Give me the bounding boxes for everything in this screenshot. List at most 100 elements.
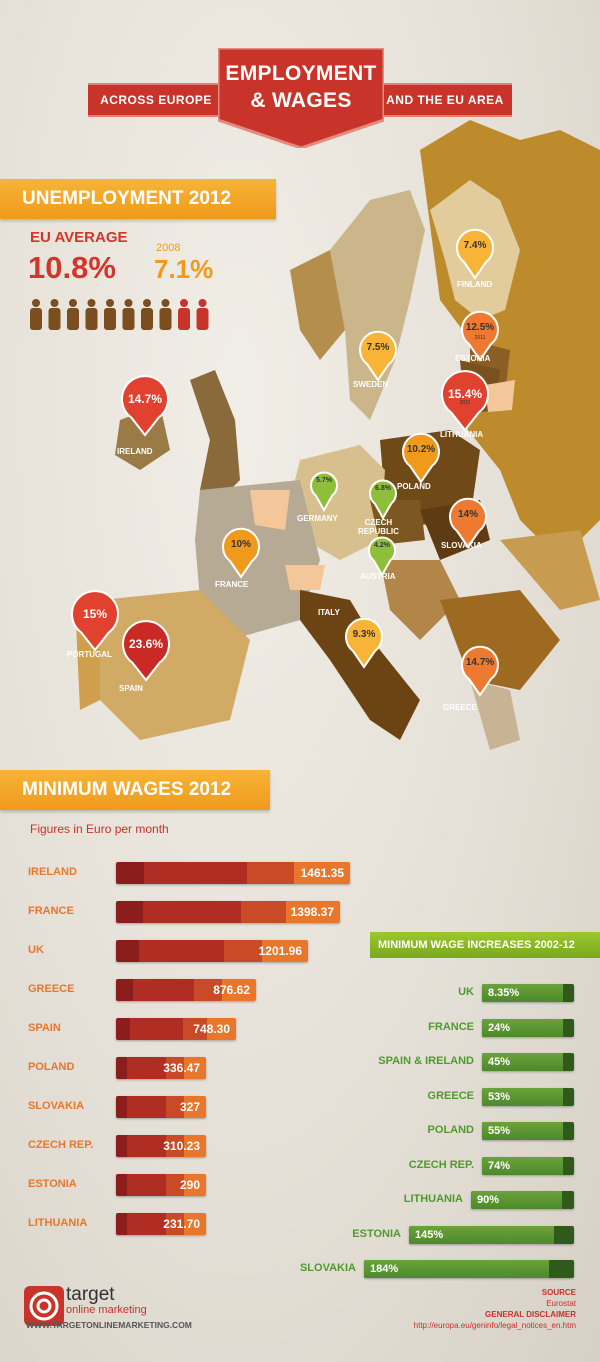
increase-category-label: UK bbox=[458, 986, 474, 998]
wage-value-label: 1398.37 bbox=[290, 905, 334, 919]
unemployment-pin: 7.4% bbox=[455, 228, 495, 280]
wage-category-label: IRELAND bbox=[28, 866, 77, 878]
wage-bar-segment bbox=[126, 1057, 167, 1079]
map-pin-icon bbox=[121, 375, 169, 437]
wage-bar: 336.47 bbox=[116, 1057, 206, 1079]
map-pin-icon bbox=[359, 330, 397, 382]
unemployment-heading: UNEMPLOYMENT 2012 bbox=[0, 179, 276, 219]
disclaimer-label: GENERAL DISCLAIMER bbox=[485, 1310, 576, 1319]
pin-value: 14.7% bbox=[465, 657, 495, 668]
increase-bar-fill bbox=[482, 1087, 563, 1106]
pin-value: 9.3% bbox=[352, 629, 376, 640]
wage-bar-segment bbox=[116, 1174, 127, 1196]
wage-bar-segment bbox=[116, 1135, 127, 1157]
map-pin-icon bbox=[456, 228, 494, 280]
increase-bar-fill bbox=[364, 1260, 549, 1278]
header-title: EMPLOYMENT & WAGES bbox=[218, 60, 384, 114]
header-shield bbox=[218, 48, 384, 148]
pin-note: 2011 bbox=[474, 335, 486, 341]
wage-bar-segment bbox=[183, 1018, 208, 1040]
increase-category-label: GREECE bbox=[427, 1089, 474, 1102]
header-title-line2: & WAGES bbox=[250, 89, 352, 112]
unemployment-pin: 15.4% 2011 bbox=[440, 370, 490, 432]
increase-bar: 53% bbox=[482, 1087, 574, 1106]
people-icon-row bbox=[30, 299, 209, 330]
wage-bar-segment bbox=[116, 901, 143, 923]
country-name: IRELAND bbox=[117, 447, 153, 456]
wage-bar: 1461.35 bbox=[116, 862, 350, 884]
map-pin-icon bbox=[461, 310, 499, 362]
wage-bar-segment bbox=[222, 979, 256, 1001]
country-name: SWEDEN bbox=[353, 380, 389, 389]
wage-bar-segment bbox=[184, 1174, 206, 1196]
unemployment-pin: 15% bbox=[70, 590, 120, 652]
increase-bar: 55% bbox=[482, 1122, 574, 1140]
unemployment-pin: 23.6% bbox=[121, 620, 171, 682]
disclaimer-url[interactable]: http://europa.eu/geninfo/legal_notices_e… bbox=[413, 1321, 576, 1330]
wage-bar-segment bbox=[194, 979, 223, 1001]
map-pin-icon bbox=[461, 645, 499, 697]
wage-bar-segment bbox=[116, 1057, 127, 1079]
wage-bar-segment bbox=[116, 862, 145, 884]
wage-bar: 231.70 bbox=[116, 1213, 206, 1235]
person-icon bbox=[122, 299, 135, 330]
wage-bar-segment bbox=[139, 940, 224, 962]
wage-bar-segment bbox=[247, 862, 294, 884]
country-name: GREECE bbox=[443, 703, 477, 712]
map-pin-icon bbox=[369, 479, 397, 521]
wage-value-label: 748.30 bbox=[193, 1022, 230, 1036]
person-icon bbox=[48, 299, 61, 330]
wage-category-label: UK bbox=[28, 944, 44, 956]
wage-bar-segment bbox=[132, 979, 195, 1001]
wage-bar-segment bbox=[293, 862, 350, 884]
wage-bar-segment bbox=[126, 1096, 167, 1118]
wage-value-label: 231.70 bbox=[163, 1217, 200, 1231]
person-icon bbox=[85, 299, 98, 330]
logo-text-top: target bbox=[66, 1284, 115, 1305]
increase-bar: 145% bbox=[409, 1225, 574, 1244]
increase-bar-fill bbox=[482, 1122, 563, 1140]
country-name: CZECH REPUBLIC bbox=[358, 518, 399, 536]
pin-value: 7.5% bbox=[366, 342, 390, 353]
map-pin-icon bbox=[310, 471, 338, 513]
wage-bar: 1201.96 bbox=[116, 940, 308, 962]
wage-bar-segment bbox=[166, 1135, 185, 1157]
country-name: LITHUANIA bbox=[440, 430, 484, 439]
country-name: SLOVAKIA bbox=[441, 541, 482, 550]
increase-value-label: 74% bbox=[488, 1159, 511, 1172]
country-name: FINLAND bbox=[457, 280, 493, 289]
pin-value: 7.4% bbox=[463, 240, 487, 251]
increase-bar-fill bbox=[471, 1191, 562, 1209]
wage-category-label: SLOVAKIA bbox=[28, 1100, 85, 1112]
year-2008-label: 2008 bbox=[156, 242, 181, 254]
source-value: Eurostat bbox=[546, 1299, 576, 1308]
wage-bar-segment bbox=[184, 1213, 206, 1235]
country-name: ESTONIA bbox=[455, 354, 491, 363]
map-pin-icon bbox=[222, 527, 260, 579]
increase-value-label: 184% bbox=[370, 1263, 399, 1275]
increase-value-label: 53% bbox=[488, 1090, 511, 1103]
pin-value: 10.2% bbox=[406, 444, 436, 455]
wage-bar: 327 bbox=[116, 1096, 206, 1118]
increase-bar-fill bbox=[482, 1053, 563, 1071]
wage-bar-segment bbox=[223, 940, 262, 962]
increase-value-label: 45% bbox=[488, 1056, 511, 1068]
pin-value: 23.6% bbox=[128, 637, 164, 651]
map-pin-icon bbox=[402, 432, 440, 484]
footer-url[interactable]: WWW.TARGETONLINEMARKETING.COM bbox=[26, 1320, 192, 1330]
increase-value-label: 55% bbox=[488, 1125, 511, 1137]
wage-bar: 310.23 bbox=[116, 1135, 206, 1157]
wage-bar-segment bbox=[166, 1096, 185, 1118]
unemployment-pin: 5.7% bbox=[309, 470, 339, 513]
person-icon bbox=[30, 299, 42, 330]
increase-category-label: LITHUANIA bbox=[403, 1193, 463, 1205]
map-pin-icon bbox=[368, 536, 396, 578]
map-pin-icon bbox=[449, 497, 487, 549]
pin-value: 14.7% bbox=[127, 392, 163, 406]
wage-value-label: 327 bbox=[179, 1100, 200, 1114]
increase-bar-fill bbox=[409, 1225, 555, 1244]
wage-bar: 290 bbox=[116, 1174, 206, 1196]
unemployment-pin: 10.2% bbox=[401, 432, 441, 484]
wage-bar-segment bbox=[166, 1174, 185, 1196]
